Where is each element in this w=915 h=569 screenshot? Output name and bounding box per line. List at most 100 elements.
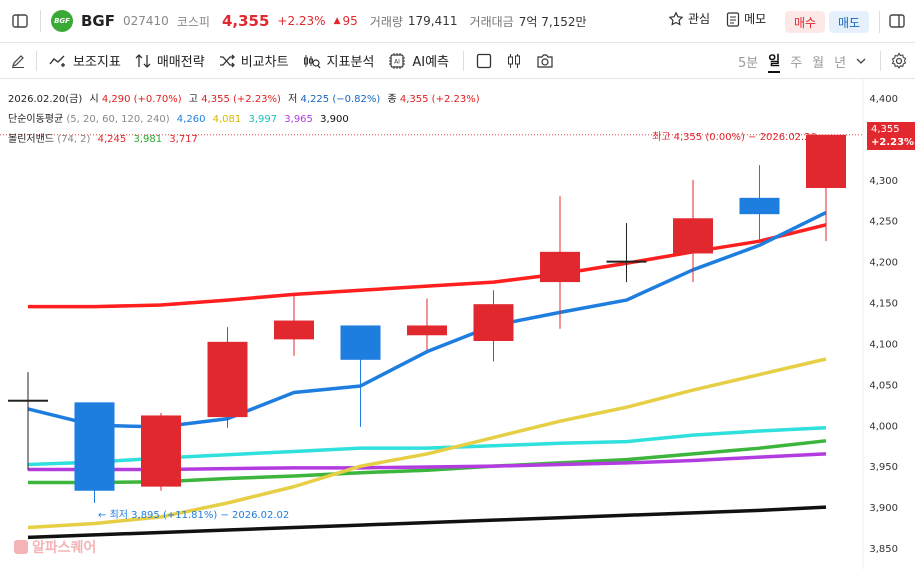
ma120-value: 3,965 — [284, 114, 313, 125]
chevron-down-icon[interactable] — [856, 58, 866, 64]
company-logo: BGF — [51, 10, 73, 32]
info-date: 2026.02.20(금) — [8, 94, 83, 105]
star-icon[interactable] — [668, 10, 684, 27]
candle-body — [74, 402, 115, 491]
compare-label: 비교차트 — [240, 55, 289, 70]
y-tick-label: 4,150 — [869, 299, 898, 310]
bb-lower-value: 3,717 — [169, 134, 198, 145]
candle-body — [141, 415, 181, 487]
ai-predict-label: AI예측 — [412, 55, 450, 70]
watermark: 알파스퀘어 — [14, 537, 96, 557]
bb-upper-value: 4,245 — [97, 134, 127, 145]
period-day[interactable]: 일 — [768, 50, 781, 73]
panel-right-icon[interactable] — [888, 12, 906, 30]
ma-label: 단순이동평균 — [8, 114, 64, 125]
current-price: 4,355 — [221, 12, 270, 30]
amount-value: 7억 7,152만 — [518, 14, 587, 29]
buy-button[interactable]: 매수 — [785, 11, 825, 33]
ohlc-info: 2026.02.20(금) 시 4,290 (+0.70%) 고 4,355 (… — [8, 90, 480, 105]
square-icon[interactable] — [476, 53, 492, 69]
change-abs: 95 — [342, 14, 358, 28]
period-week[interactable]: 주 — [790, 55, 803, 71]
candle — [739, 165, 780, 242]
ma240-line — [27, 505, 827, 540]
close-value: 4,355 (+2.23%) — [399, 94, 480, 105]
candle-body — [606, 260, 647, 263]
close-label: 종 — [387, 94, 397, 105]
stock-name: BGF — [81, 12, 115, 30]
candlestick-icon[interactable] — [506, 53, 522, 69]
price-tag-value: 4,355 — [871, 124, 900, 135]
open-label: 시 — [89, 94, 99, 105]
arrow-left-icon: ← — [98, 510, 107, 521]
period-year[interactable]: 년 — [834, 55, 847, 71]
bb-params: (74, 2) — [57, 134, 91, 145]
watermark-text: 알파스퀘어 — [32, 540, 97, 556]
ai-predict-button[interactable]: AI AI예측 — [388, 51, 449, 70]
candle-body — [673, 218, 713, 254]
indicator-icon — [49, 54, 67, 68]
candle — [274, 294, 314, 356]
candle — [606, 223, 647, 283]
ma-params: (5, 20, 60, 120, 240) — [66, 114, 170, 125]
volume-label: 거래량 — [369, 14, 403, 29]
candle-body — [806, 134, 846, 188]
memo-button[interactable]: 메모 — [744, 12, 767, 26]
price-tag: 4,355 +2.23% — [867, 122, 915, 150]
watch-button[interactable]: 관심 — [688, 12, 711, 26]
analysis-button[interactable]: 지표분석 — [303, 51, 374, 70]
candle — [340, 325, 381, 427]
low-value: 4,225 (−0.82%) — [300, 94, 381, 105]
max-annotation: 최고 4,355 (0.00%) − 2026.02.20 — [652, 132, 817, 143]
y-tick-label: 4,300 — [869, 176, 898, 187]
ma20-value: 4,081 — [212, 114, 242, 125]
bb-info: 볼린저밴드 (74, 2) 4,245 3,981 3,717 — [8, 130, 198, 145]
panel-left-icon[interactable] — [2, 3, 38, 39]
candle-body — [274, 320, 314, 340]
candle — [8, 372, 48, 471]
watermark-logo-icon — [14, 540, 28, 554]
y-tick-label: 4,250 — [869, 217, 898, 228]
price-tag-pct: +2.23% — [871, 137, 915, 148]
ma60-value: 3,997 — [248, 114, 278, 125]
analysis-icon — [303, 53, 321, 69]
y-tick-label: 4,000 — [869, 421, 898, 432]
min-annotation: ← 최저 3,895 (+11.81%) − 2026.02.02 — [98, 506, 289, 521]
open-value: 4,290 (+0.70%) — [101, 94, 182, 105]
settings-icon[interactable] — [890, 52, 908, 70]
ma-info: 단순이동평균 (5, 20, 60, 120, 240) 4,260 4,081… — [8, 110, 349, 125]
compare-button[interactable]: 비교차트 — [219, 51, 289, 70]
camera-icon[interactable] — [536, 53, 554, 69]
memo-icon[interactable] — [726, 11, 740, 27]
candle — [407, 298, 447, 350]
market-name: 코스피 — [176, 14, 210, 29]
sell-button[interactable]: 매도 — [829, 11, 869, 33]
shuffle-icon — [219, 54, 235, 68]
stock-header: BGF BGF 027410 코스피 4,355 +2.23% ▲ 95 거래량… — [0, 0, 915, 43]
strategy-button[interactable]: 매매전략 — [135, 51, 205, 70]
strategy-icon — [135, 53, 151, 69]
high-label: 고 — [188, 94, 198, 105]
pen-icon[interactable] — [0, 43, 36, 79]
chart-toolbar: 보조지표 매매전략 비교차트 지표분석 AI AI예측 5분 일 주 월 년 — [0, 43, 915, 79]
low-label: 저 — [288, 94, 298, 105]
svg-text:AI: AI — [394, 58, 400, 65]
candle — [806, 134, 846, 242]
period-month[interactable]: 월 — [812, 55, 825, 71]
candle-body — [8, 399, 48, 402]
high-value: 4,355 (+2.23%) — [201, 94, 281, 105]
bb-label: 볼린저밴드 — [8, 134, 54, 145]
candle — [141, 413, 181, 491]
price-chart[interactable]: 4,4004,3504,3004,2504,2004,1504,1004,050… — [0, 79, 915, 569]
candle — [540, 196, 580, 329]
candle-body — [473, 304, 514, 341]
candle-body — [739, 197, 780, 215]
period-5min[interactable]: 5분 — [738, 55, 759, 71]
indicators-label: 보조지표 — [73, 55, 121, 70]
indicators-button[interactable]: 보조지표 — [49, 51, 121, 70]
candle-body — [540, 251, 580, 283]
bb-mid-value: 3,981 — [133, 134, 163, 145]
candle — [207, 327, 248, 428]
candle-body — [407, 325, 447, 336]
candle — [74, 402, 115, 503]
